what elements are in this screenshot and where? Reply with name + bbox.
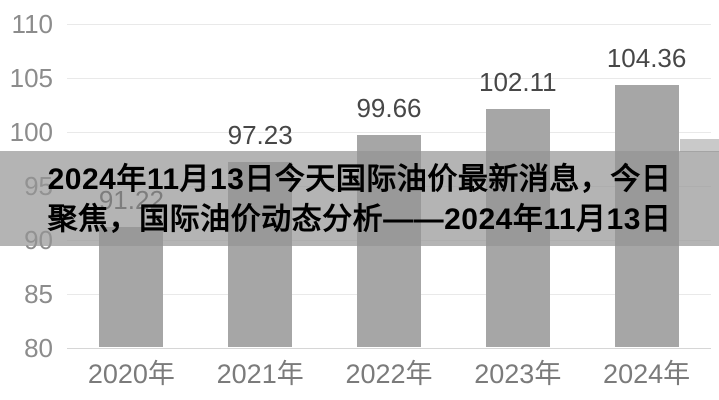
x-axis-tick-label: 2022年 — [345, 359, 433, 389]
gridline — [67, 131, 711, 133]
x-axis-tick-label: 2023年 — [474, 359, 562, 389]
bar-value-label: 99.66 — [356, 93, 422, 124]
x-axis-tick-label: 2020年 — [87, 359, 175, 389]
y-axis-tick-label: 80 — [24, 332, 53, 363]
y-axis-tick-label: 110 — [11, 9, 53, 39]
overlay-title-line2: 聚焦，国际油价动态分析——2024年11月13日 — [47, 203, 672, 236]
bar-value-label: 104.36 — [606, 42, 687, 73]
x-axis-tick-label: 2021年 — [216, 359, 304, 389]
bar-value-label: 97.23 — [227, 119, 293, 150]
y-axis-tick-label: 100 — [9, 116, 53, 147]
x-axis-tick-label: 2024年 — [603, 359, 691, 389]
gridline — [67, 77, 711, 79]
top-right-gray-notch — [680, 139, 719, 152]
y-axis-tick-label: 105 — [9, 62, 53, 93]
bar-value-label: 102.11 — [479, 67, 557, 98]
y-axis-tick-label: 85 — [24, 278, 53, 309]
x-axis-baseline — [67, 347, 711, 349]
gridline — [67, 24, 711, 25]
overlay-title-line1: 2024年11月13日今天国际油价最新消息，今日 — [47, 163, 672, 196]
title-overlay-band: 2024年11月13日今天国际油价最新消息，今日 聚焦，国际油价动态分析——20… — [0, 151, 719, 246]
bar-2020年 — [99, 226, 164, 348]
